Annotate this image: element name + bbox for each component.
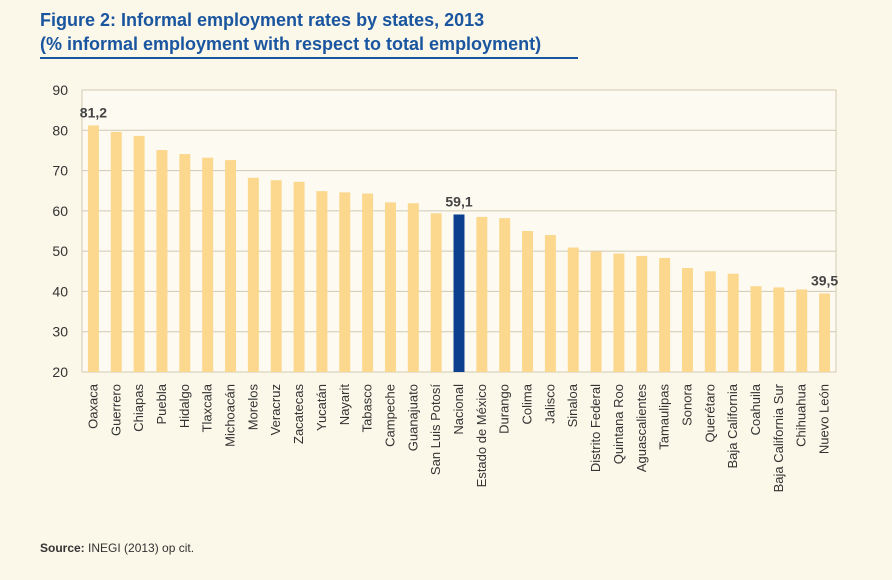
bar-durango bbox=[499, 218, 511, 372]
x-tick-label: Distrito Federal bbox=[588, 384, 603, 472]
bar-nuevo-le-n bbox=[819, 293, 831, 372]
x-tick-label: Chiapas bbox=[131, 384, 146, 432]
x-tick-label: Tabasco bbox=[360, 384, 375, 432]
bar-quer-taro bbox=[704, 271, 716, 372]
bar-morelos bbox=[247, 177, 259, 372]
bar-campeche bbox=[384, 202, 396, 372]
bar-zacatecas bbox=[293, 181, 305, 372]
bar-colima bbox=[522, 231, 534, 372]
y-tick-label: 40 bbox=[52, 283, 68, 299]
x-tick-label: Estado de México bbox=[474, 384, 489, 487]
x-tick-label: Sinaloa bbox=[565, 383, 580, 427]
x-tick-label: Baja California bbox=[725, 383, 740, 468]
bar-oaxaca bbox=[87, 125, 99, 372]
bar-michoac-n bbox=[225, 160, 236, 372]
bar-nacional bbox=[453, 214, 465, 372]
source-text: INEGI (2013) op cit. bbox=[84, 541, 195, 555]
bar-estado-de-m-xico bbox=[476, 216, 488, 372]
x-tick-label: Querétaro bbox=[702, 384, 717, 443]
x-tick-label: Nuevo León bbox=[817, 384, 832, 454]
data-label: 39,5 bbox=[811, 272, 838, 288]
bar-aguascalientes bbox=[636, 255, 648, 372]
title-underline bbox=[40, 57, 578, 59]
x-tick-label: Guerrero bbox=[108, 384, 123, 436]
x-tick-label: Puebla bbox=[154, 383, 169, 424]
x-tick-label: Guanajuato bbox=[405, 384, 420, 451]
x-tick-label: Michoacán bbox=[223, 384, 238, 447]
bar-coahuila bbox=[750, 286, 762, 372]
bar-quintana-roo bbox=[613, 253, 625, 372]
bars bbox=[87, 125, 831, 372]
x-tick-label: Zacatecas bbox=[291, 384, 306, 444]
x-tick-label: Nacional bbox=[451, 384, 466, 435]
y-tick-label: 30 bbox=[52, 324, 68, 340]
bar-yucat-n bbox=[316, 191, 328, 372]
y-tick-label: 90 bbox=[52, 82, 68, 98]
x-tick-label: Coahuila bbox=[748, 383, 763, 435]
x-tick-label: Durango bbox=[497, 384, 512, 434]
bar-tlaxcala bbox=[202, 157, 214, 372]
chart-title: Figure 2: Informal employment rates by s… bbox=[40, 10, 485, 30]
y-tick-label: 60 bbox=[52, 203, 68, 219]
x-tick-label: Tamaulipas bbox=[657, 384, 672, 450]
chart-subtitle: (% informal employment with respect to t… bbox=[40, 34, 542, 54]
x-tick-label: Hidalgo bbox=[177, 384, 192, 428]
x-tick-label: Quintana Roo bbox=[611, 384, 626, 464]
x-tick-label: Colima bbox=[520, 383, 535, 424]
bar-chihuahua bbox=[796, 289, 808, 372]
data-label: 81,2 bbox=[80, 104, 107, 120]
y-tick-label: 80 bbox=[52, 122, 68, 138]
bar-baja-california bbox=[727, 273, 739, 372]
bar-tamaulipas bbox=[659, 257, 671, 372]
bar-jalisco bbox=[544, 235, 556, 372]
bar-san-luis-potos- bbox=[430, 213, 442, 372]
x-tick-label: Chihuahua bbox=[794, 383, 809, 447]
y-axis-ticks: 20 30 40 50 60 70 80 90 bbox=[52, 82, 68, 380]
data-labels: 81,2 59,1 39,5 bbox=[80, 104, 839, 288]
x-tick-label: Yucatán bbox=[314, 384, 329, 431]
bar-veracruz bbox=[270, 180, 282, 372]
x-tick-label: Morelos bbox=[245, 384, 260, 431]
source-label: Source: bbox=[40, 541, 85, 555]
bar-guanajuato bbox=[407, 203, 419, 372]
bar-tabasco bbox=[362, 193, 374, 372]
bar-chiapas bbox=[133, 135, 145, 372]
x-tick-label: Sonora bbox=[679, 383, 694, 426]
bar-sinaloa bbox=[567, 247, 579, 372]
source-note: Source: INEGI (2013) op cit. bbox=[40, 541, 194, 555]
x-tick-label: Baja California Sur bbox=[771, 383, 786, 492]
x-tick-label: Jalisco bbox=[542, 384, 557, 424]
x-tick-label: Aguascalientes bbox=[634, 384, 649, 473]
x-tick-label: San Luis Potosí bbox=[428, 384, 443, 475]
bar-hidalgo bbox=[179, 154, 191, 372]
bar-baja-california-sur bbox=[773, 287, 785, 372]
x-tick-label: Nayarit bbox=[337, 384, 352, 426]
bar-distrito-federal bbox=[590, 251, 602, 372]
bar-sonora bbox=[682, 268, 693, 372]
x-tick-label: Veracruz bbox=[268, 384, 283, 435]
x-tick-label: Campeche bbox=[382, 384, 397, 447]
x-tick-label: Tlaxcala bbox=[200, 383, 215, 432]
bar-guerrero bbox=[110, 131, 122, 372]
bar-nayarit bbox=[339, 192, 351, 372]
data-label: 59,1 bbox=[445, 193, 472, 209]
x-axis-labels: Oaxaca Guerrero Chiapas Puebla Hidalgo Tlaxca… bbox=[85, 383, 831, 492]
chart-title-block: Figure 2: Informal employment rates by s… bbox=[40, 8, 541, 56]
y-tick-label: 20 bbox=[52, 364, 68, 380]
y-tick-label: 70 bbox=[52, 163, 68, 179]
y-tick-label: 50 bbox=[52, 243, 68, 259]
bar-puebla bbox=[156, 150, 168, 372]
x-tick-label: Oaxaca bbox=[85, 383, 100, 429]
